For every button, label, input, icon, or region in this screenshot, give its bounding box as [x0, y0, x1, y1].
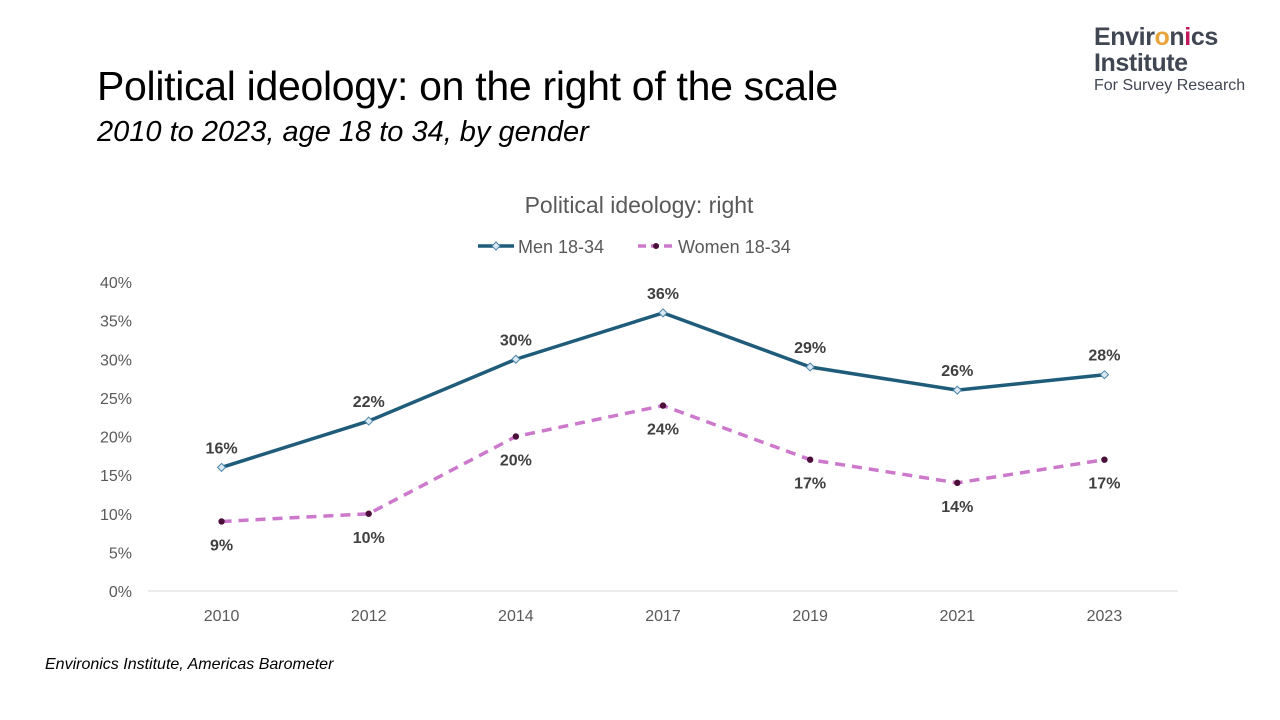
data-label-men: 16% [206, 440, 238, 457]
y-tick-label: 35% [100, 314, 132, 331]
logo-letter-i: i [1184, 23, 1191, 51]
data-point-women [954, 479, 961, 487]
x-tick-label: 2017 [645, 608, 681, 625]
legend-marker-circle [653, 243, 659, 249]
data-point-women [1101, 456, 1108, 463]
logo-letter-o: o [1154, 23, 1170, 51]
logo-text-prefix: Envir [1094, 23, 1155, 51]
data-label-men: 26% [941, 363, 973, 380]
logo-line-1: Environics [1094, 24, 1264, 50]
data-label-men: 36% [647, 286, 679, 303]
data-point-men [216, 462, 227, 473]
x-tick-label: 2010 [204, 608, 240, 625]
data-label-women: 17% [794, 476, 826, 493]
data-point-women [512, 433, 520, 440]
logo-letter-n: n [1169, 23, 1185, 51]
x-tick-label: 2021 [939, 608, 975, 625]
data-label-men: 30% [500, 332, 532, 349]
line-chart: Political ideology: right Men 18-34 Women … [100, 192, 1178, 625]
data-point-men [364, 416, 374, 426]
chart-title: Political ideology: right [525, 192, 754, 218]
y-tick-label: 10% [100, 507, 132, 524]
data-point-men [952, 385, 962, 395]
y-tick-label: 25% [100, 391, 132, 408]
logo-line-3: For Survey Research [1094, 77, 1246, 94]
x-tick-label: 2019 [792, 608, 828, 625]
slide-title: Political ideology: on the right of the … [97, 63, 838, 109]
y-tick-label: 40% [100, 275, 132, 292]
data-label-men: 22% [353, 394, 385, 411]
data-label-women: 17% [1088, 476, 1120, 493]
data-label-women: 14% [941, 499, 973, 516]
source-note: Environics Institute, Americas Barometer [45, 656, 334, 673]
logo-line-2: Institute [1094, 49, 1188, 77]
data-label-women: 9% [210, 537, 233, 554]
data-label-men: 29% [794, 340, 826, 357]
data-point-men [805, 362, 815, 372]
y-tick-label: 30% [100, 352, 132, 369]
series-line-1 [219, 311, 1107, 470]
data-point-women [218, 518, 225, 525]
data-point-women [659, 402, 667, 409]
y-tick-label: 15% [100, 468, 132, 485]
data-point-men [1099, 369, 1110, 380]
x-tick-label: 2012 [351, 608, 387, 625]
chart-container: Political ideology: right Men 18-34 Women … [100, 192, 1178, 625]
x-tick-label: 2014 [498, 608, 534, 625]
data-label-women: 20% [500, 453, 532, 470]
slide-subtitle: 2010 to 2023, age 18 to 34, by gender [97, 116, 589, 148]
legend-label-1: Men 18-34 [518, 237, 604, 257]
y-tick-label: 20% [100, 430, 132, 447]
y-tick-label: 5% [109, 545, 132, 562]
data-point-men [511, 354, 521, 364]
legend-marker-diamond [491, 241, 501, 251]
environics-logo: Environics Institute For Survey Research [1094, 24, 1264, 95]
x-tick-label: 2023 [1087, 608, 1123, 625]
data-label-men: 28% [1088, 348, 1120, 365]
data-label-women: 10% [353, 530, 385, 547]
data-point-women [365, 510, 372, 517]
logo-text-suffix: cs [1190, 23, 1218, 51]
legend-label-2: Women 18-34 [678, 237, 791, 257]
data-point-men [658, 308, 668, 318]
data-label-women: 24% [647, 422, 679, 439]
data-point-women [806, 456, 814, 463]
y-tick-label: 0% [109, 584, 132, 601]
